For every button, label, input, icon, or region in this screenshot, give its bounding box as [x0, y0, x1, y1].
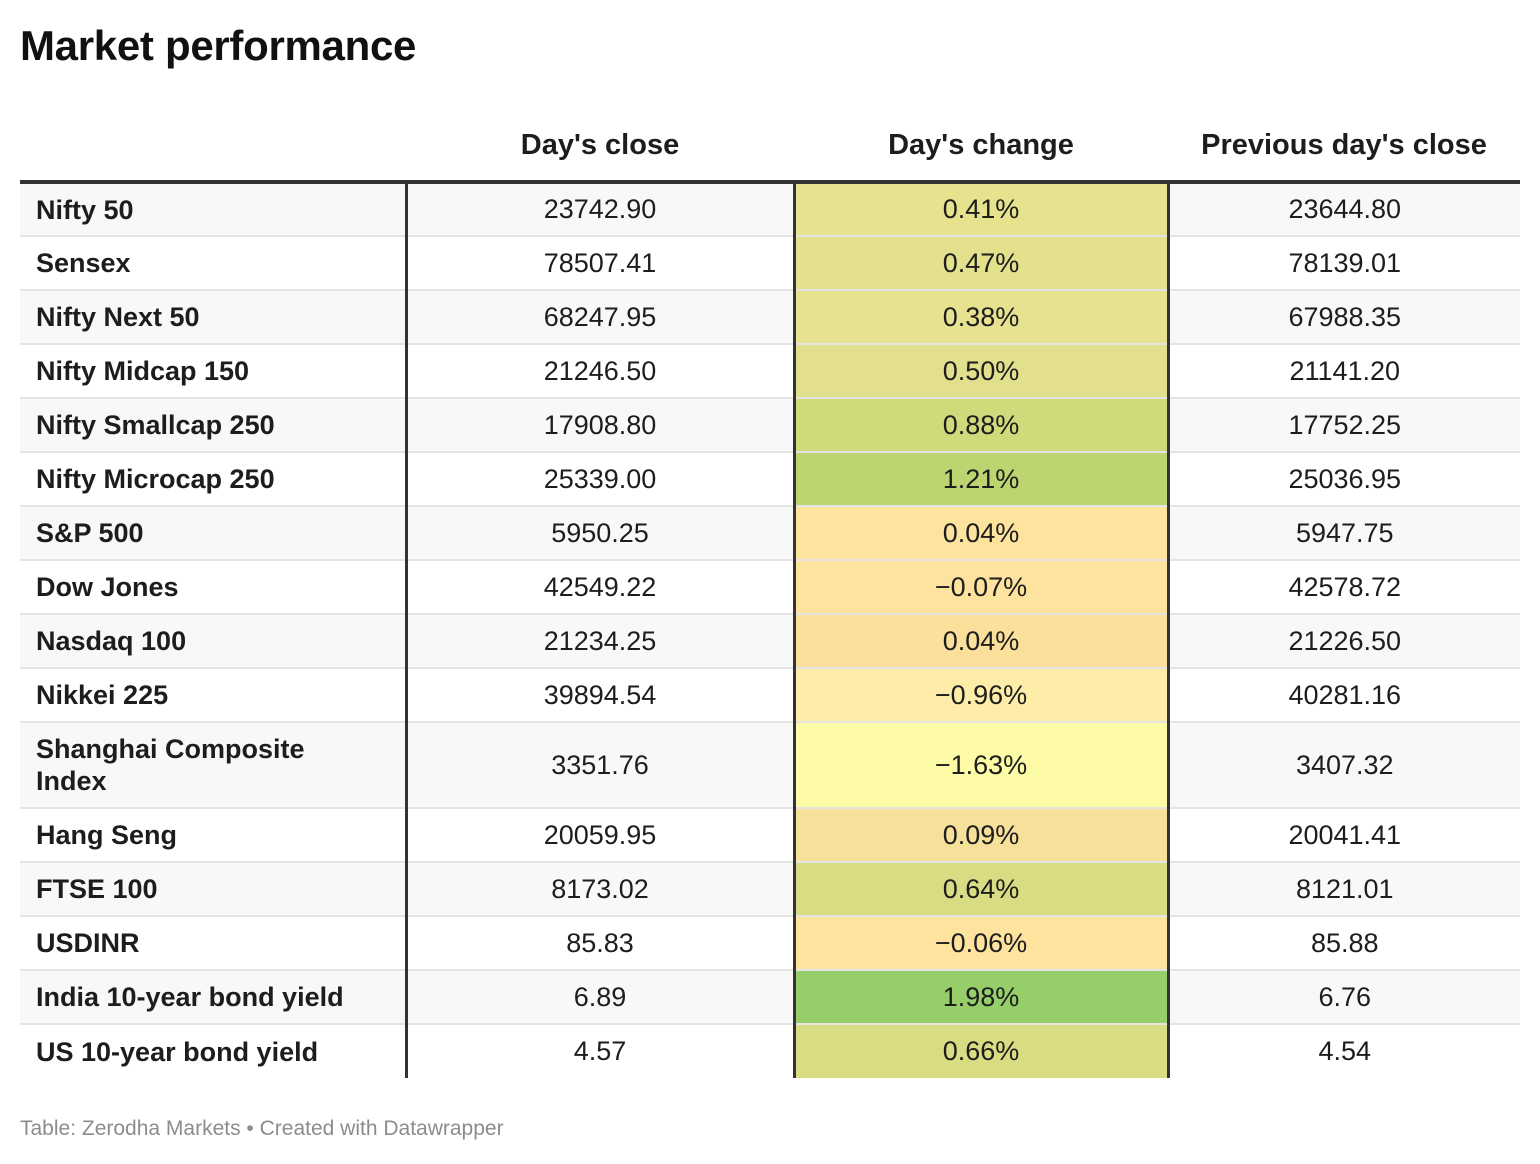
days-close-cell: 3351.76 [404, 722, 794, 809]
column-header-previous-close: Previous day's close [1168, 110, 1520, 184]
days-close-cell: 21234.25 [404, 614, 794, 669]
table-row: Nifty Next 50 68247.95 0.38% 67988.35 [20, 290, 1520, 345]
table-row: Nasdaq 100 21234.25 0.04% 21226.50 [20, 614, 1520, 669]
days-change-cell: 0.66% [792, 1024, 1168, 1078]
days-change-cell: 0.04% [792, 506, 1168, 561]
row-name-cell: Dow Jones [20, 560, 406, 615]
days-change-cell: 0.04% [792, 614, 1168, 669]
previous-close-cell: 40281.16 [1166, 668, 1520, 723]
days-close-cell: 21246.50 [404, 344, 794, 399]
days-close-cell: 85.83 [404, 916, 794, 971]
row-name-cell: Hang Seng [20, 808, 406, 863]
table-row: Dow Jones 42549.22 −0.07% 42578.72 [20, 560, 1520, 615]
previous-close-cell: 3407.32 [1166, 722, 1520, 809]
table-row: Nifty 50 23742.90 0.41% 23644.80 [20, 182, 1520, 237]
market-performance-table: Day's close Day's change Previous day's … [20, 110, 1520, 1078]
row-name-cell: Nikkei 225 [20, 668, 406, 723]
days-close-cell: 78507.41 [404, 236, 794, 291]
table-row: USDINR 85.83 −0.06% 85.88 [20, 916, 1520, 971]
table-header: Day's close Day's change Previous day's … [20, 110, 1520, 184]
row-name-cell: Nifty Microcap 250 [20, 452, 406, 507]
table-title: Market performance [20, 22, 417, 69]
table-row: Nifty Smallcap 250 17908.80 0.88% 17752.25 [20, 398, 1520, 453]
table-row: India 10-year bond yield 6.89 1.98% 6.76 [20, 970, 1520, 1025]
previous-close-cell: 17752.25 [1166, 398, 1520, 453]
column-header-days-close: Day's close [406, 110, 794, 184]
days-close-cell: 42549.22 [404, 560, 794, 615]
days-close-cell: 25339.00 [404, 452, 794, 507]
days-close-cell: 5950.25 [404, 506, 794, 561]
days-change-cell: 1.98% [792, 970, 1168, 1025]
days-change-cell: −1.63% [792, 722, 1168, 809]
days-close-cell: 6.89 [404, 970, 794, 1025]
days-change-cell: 0.88% [792, 398, 1168, 453]
days-change-cell: −0.96% [792, 668, 1168, 723]
previous-close-cell: 6.76 [1166, 970, 1520, 1025]
days-change-cell: 0.09% [792, 808, 1168, 863]
table-row: Shanghai Composite Index 3351.76 −1.63% 340… [20, 722, 1520, 809]
days-change-cell: 0.50% [792, 344, 1168, 399]
days-close-cell: 20059.95 [404, 808, 794, 863]
previous-close-cell: 21226.50 [1166, 614, 1520, 669]
table-row: Nikkei 225 39894.54 −0.96% 40281.16 [20, 668, 1520, 723]
days-close-cell: 8173.02 [404, 862, 794, 917]
row-name-cell: Shanghai Composite Index [20, 722, 406, 809]
row-name-cell: FTSE 100 [20, 862, 406, 917]
row-name-cell: Nifty Smallcap 250 [20, 398, 406, 453]
previous-close-cell: 23644.80 [1166, 182, 1520, 237]
previous-close-cell: 5947.75 [1166, 506, 1520, 561]
previous-close-cell: 8121.01 [1166, 862, 1520, 917]
table-row: FTSE 100 8173.02 0.64% 8121.01 [20, 862, 1520, 917]
days-change-cell: 0.64% [792, 862, 1168, 917]
previous-close-cell: 4.54 [1166, 1024, 1520, 1078]
days-close-cell: 68247.95 [404, 290, 794, 345]
row-name-cell: Nifty 50 [20, 182, 406, 237]
days-change-cell: 1.21% [792, 452, 1168, 507]
row-name-cell: Nifty Midcap 150 [20, 344, 406, 399]
previous-close-cell: 21141.20 [1166, 344, 1520, 399]
days-change-cell: 0.38% [792, 290, 1168, 345]
table-row: Nifty Midcap 150 21246.50 0.50% 21141.20 [20, 344, 1520, 399]
table-row: US 10-year bond yield 4.57 0.66% 4.54 [20, 1024, 1520, 1078]
column-header-name [20, 110, 406, 184]
table-row: Sensex 78507.41 0.47% 78139.01 [20, 236, 1520, 291]
column-header-days-change: Day's change [794, 110, 1168, 184]
row-name-cell: USDINR [20, 916, 406, 971]
previous-close-cell: 42578.72 [1166, 560, 1520, 615]
days-close-cell: 17908.80 [404, 398, 794, 453]
row-name-cell: Nasdaq 100 [20, 614, 406, 669]
row-name-cell: Sensex [20, 236, 406, 291]
previous-close-cell: 25036.95 [1166, 452, 1520, 507]
days-change-cell: 0.41% [792, 182, 1168, 237]
previous-close-cell: 20041.41 [1166, 808, 1520, 863]
table-row: Nifty Microcap 250 25339.00 1.21% 25036.95 [20, 452, 1520, 507]
previous-close-cell: 85.88 [1166, 916, 1520, 971]
row-name-cell: India 10-year bond yield [20, 970, 406, 1025]
row-name-cell: US 10-year bond yield [20, 1024, 406, 1078]
days-change-cell: −0.07% [792, 560, 1168, 615]
row-name-cell: Nifty Next 50 [20, 290, 406, 345]
days-close-cell: 23742.90 [404, 182, 794, 237]
header-row: Day's close Day's change Previous day's … [20, 110, 1520, 184]
table-body: Nifty 50 23742.90 0.41% 23644.80 Sensex 78507… [20, 182, 1520, 1078]
source-footer: Table: Zerodha Markets • Created with Da… [20, 1117, 504, 1140]
previous-close-cell: 78139.01 [1166, 236, 1520, 291]
days-change-cell: −0.06% [792, 916, 1168, 971]
table-row: Hang Seng 20059.95 0.09% 20041.41 [20, 808, 1520, 863]
table-row: S&P 500 5950.25 0.04% 5947.75 [20, 506, 1520, 561]
days-close-cell: 4.57 [404, 1024, 794, 1078]
row-name-cell: S&P 500 [20, 506, 406, 561]
days-change-cell: 0.47% [792, 236, 1168, 291]
days-close-cell: 39894.54 [404, 668, 794, 723]
previous-close-cell: 67988.35 [1166, 290, 1520, 345]
